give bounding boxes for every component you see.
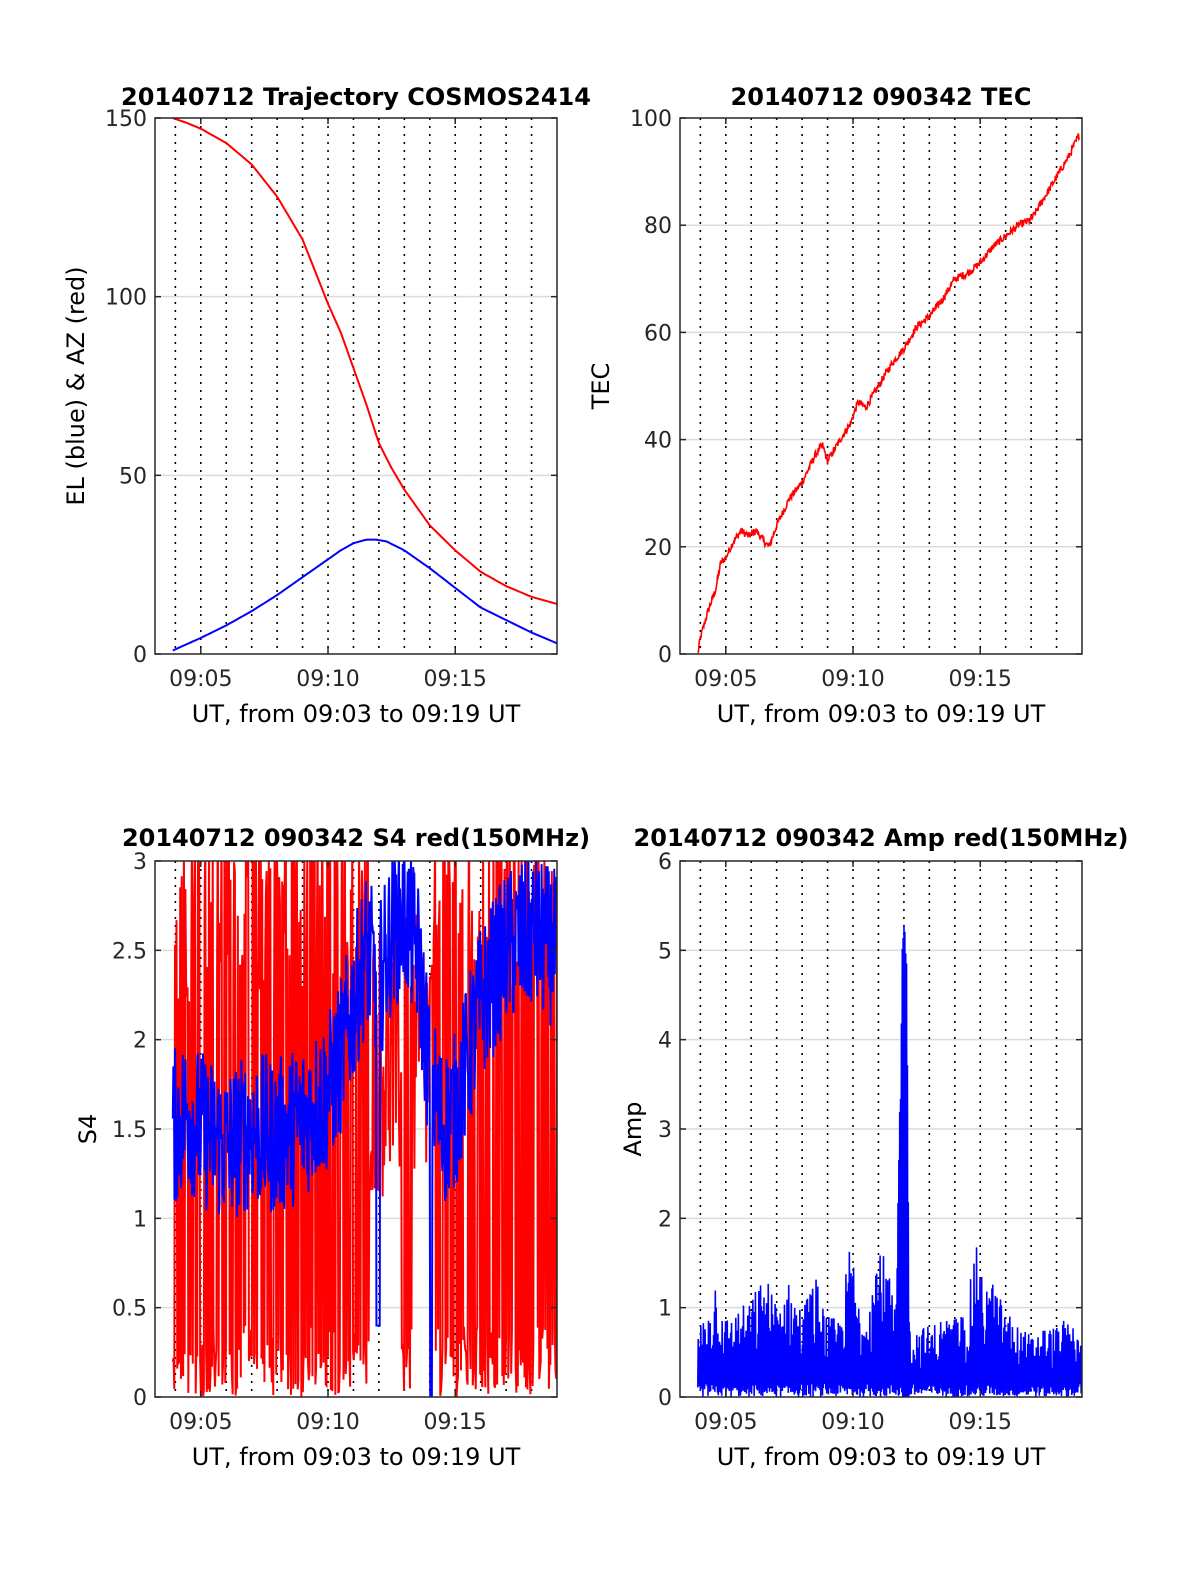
x-tick-label: 09:10 bbox=[296, 667, 359, 692]
tec-series-line bbox=[697, 133, 1081, 654]
y-tick-label: 0 bbox=[658, 643, 672, 668]
y-tick-label: 0 bbox=[658, 1386, 672, 1411]
y-tick-label: 2 bbox=[133, 1029, 147, 1054]
axes-box bbox=[154, 117, 558, 655]
s4-red-line bbox=[171, 861, 557, 1397]
y-tick-label: 4 bbox=[658, 1029, 672, 1054]
y-tick-label: 2.5 bbox=[112, 939, 147, 964]
y-tick-label: 1 bbox=[658, 1297, 672, 1322]
series-group bbox=[697, 133, 1081, 654]
blue-trajectory-line bbox=[172, 538, 557, 652]
series-group bbox=[697, 924, 1082, 1397]
axes-box bbox=[679, 117, 1083, 655]
amp-panel: 20140712 090342 Amp red(150MHz) Amp UT, … bbox=[619, 824, 1128, 1471]
amp-blue-line bbox=[697, 924, 1082, 1397]
y-tick-label: 3 bbox=[133, 850, 147, 875]
tec-ylabel: TEC bbox=[587, 363, 615, 411]
y-tick-label: 3 bbox=[658, 1118, 672, 1143]
x-tick-label: 09:10 bbox=[821, 667, 884, 692]
y-tick-label: 40 bbox=[644, 429, 672, 454]
x-tick-label: 09:10 bbox=[821, 1410, 884, 1435]
tec-panel: 20140712 090342 TEC TEC UT, from 09:03 t… bbox=[587, 83, 1083, 728]
y-tick-label: 0 bbox=[133, 1386, 147, 1411]
x-tick-label: 09:05 bbox=[169, 1410, 232, 1435]
y-tick-label: 0.5 bbox=[112, 1297, 147, 1322]
y-tick-label: 60 bbox=[644, 321, 672, 346]
tec-xlabel: UT, from 09:03 to 09:19 UT bbox=[717, 700, 1046, 728]
y-tick-label: 2 bbox=[658, 1207, 672, 1232]
x-tick-label: 09:05 bbox=[694, 1410, 757, 1435]
s4-blue-line bbox=[171, 861, 557, 1397]
y-tick-label: 100 bbox=[105, 286, 147, 311]
s4-title: 20140712 090342 S4 red(150MHz) bbox=[122, 824, 590, 852]
tec-title: 20140712 090342 TEC bbox=[731, 83, 1032, 111]
trajectory-xlabel: UT, from 09:03 to 09:19 UT bbox=[192, 700, 521, 728]
s4-xlabel: UT, from 09:03 to 09:19 UT bbox=[192, 1443, 521, 1471]
amp-xlabel: UT, from 09:03 to 09:19 UT bbox=[717, 1443, 1046, 1471]
trajectory-panel: 20140712 Trajectory COSMOS2414 EL (blue)… bbox=[62, 83, 591, 728]
x-tick-label: 09:10 bbox=[296, 1410, 359, 1435]
x-tick-label: 09:15 bbox=[949, 667, 1012, 692]
x-tick-label: 09:15 bbox=[949, 1410, 1012, 1435]
y-tick-label: 100 bbox=[630, 107, 672, 132]
series-group bbox=[172, 118, 557, 652]
y-tick-label: 20 bbox=[644, 536, 672, 561]
x-tick-label: 09:05 bbox=[694, 667, 757, 692]
y-tick-label: 50 bbox=[119, 464, 147, 489]
amp-title: 20140712 090342 Amp red(150MHz) bbox=[634, 824, 1129, 852]
x-tick-label: 09:05 bbox=[169, 667, 232, 692]
y-tick-label: 5 bbox=[658, 939, 672, 964]
trajectory-ylabel: EL (blue) & AZ (red) bbox=[62, 266, 90, 505]
trajectory-title: 20140712 Trajectory COSMOS2414 bbox=[121, 83, 591, 111]
amp-ylabel: Amp bbox=[619, 1101, 647, 1156]
y-tick-label: 150 bbox=[105, 107, 147, 132]
series-group bbox=[171, 861, 557, 1397]
y-tick-label: 1 bbox=[133, 1207, 147, 1232]
x-tick-label: 09:15 bbox=[424, 1410, 487, 1435]
s4-ylabel: S4 bbox=[74, 1114, 102, 1145]
y-tick-label: 6 bbox=[658, 850, 672, 875]
y-tick-label: 80 bbox=[644, 214, 672, 239]
y-tick-label: 1.5 bbox=[112, 1118, 147, 1143]
red-trajectory-line bbox=[172, 118, 557, 605]
s4-panel: 20140712 090342 S4 red(150MHz) S4 UT, fr… bbox=[74, 824, 590, 1471]
x-tick-label: 09:15 bbox=[424, 667, 487, 692]
y-tick-label: 0 bbox=[133, 643, 147, 668]
